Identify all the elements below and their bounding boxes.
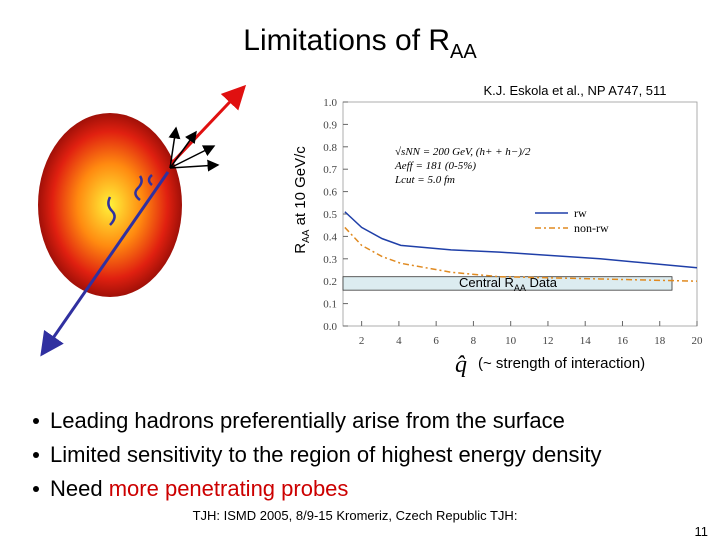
annotation: Lcut = 5.0 fm	[394, 174, 455, 186]
y-tick-label: 0.0	[323, 321, 337, 333]
footer: TJH: ISMD 2005, 8/9-15 Kromeriz, Czech R…	[193, 508, 518, 523]
citation: K.J. Eskola et al., NP A747, 511	[483, 83, 666, 98]
bullet-dot	[33, 418, 39, 424]
band-label: Central RAA Data	[459, 275, 558, 293]
slide-title: Limitations of RAA	[243, 24, 477, 63]
bullet-text: Need more penetrating probes	[50, 476, 348, 501]
plot: 0.0 0.1 0.2 0.3 0.4 0.5 0.6 0.7 0.8 0.9 1.0 2 4 6 8 10 1…	[323, 97, 703, 347]
x-tick-label: 12	[542, 335, 553, 347]
x-tick-label: 4	[396, 335, 402, 347]
x-tick-label: 6	[433, 335, 439, 347]
series-line	[344, 211, 698, 269]
bullet-dot	[33, 486, 39, 492]
bullet-run: Leading hadrons preferentially arise fro…	[50, 408, 565, 433]
bullet-text: Limited sensitivity to the region of hig…	[50, 442, 602, 467]
x-tick-label: 10	[505, 335, 517, 347]
legend-label: rw	[574, 206, 587, 220]
nucleus-sketch	[38, 84, 247, 357]
y-tick-label: 0.3	[323, 254, 337, 266]
annotation: √sNN = 200 GeV, (h+ + h−)/2	[395, 146, 531, 158]
bullet-run: Limited sensitivity to the region of hig…	[50, 442, 602, 467]
annotation: Aeff = 181 (0-5%)	[394, 160, 476, 172]
y-tick-label: 0.6	[323, 187, 337, 199]
page-number: 11	[695, 524, 709, 539]
band-label-part: Data	[526, 275, 558, 290]
y-tick-label: 1.0	[323, 97, 337, 109]
y-tick-label: 0.4	[323, 231, 337, 243]
bullets: Leading hadrons preferentially arise fro…	[33, 408, 602, 501]
y-tick-label: 0.2	[323, 276, 337, 288]
bullet-run: more penetrating probes	[109, 476, 349, 501]
y-tick-label: 0.8	[323, 142, 337, 154]
series-line	[344, 226, 698, 282]
y-tick-label: 0.7	[323, 164, 337, 176]
y-axis-label: RAA at 10 GeV/c	[292, 146, 312, 254]
band-label-part: Central R	[459, 275, 514, 290]
x-axis-symbol: q̂	[455, 352, 467, 378]
x-tick-label: 20	[692, 335, 704, 347]
bullet-text: Leading hadrons preferentially arise fro…	[50, 408, 565, 433]
bullet-run: Need	[50, 476, 109, 501]
legend-label: non-rw	[574, 221, 609, 235]
y-tick-label: 0.1	[323, 299, 337, 311]
band-label-part: AA	[514, 283, 526, 293]
x-tick-label: 16	[617, 335, 629, 347]
bullet-dot	[33, 452, 39, 458]
x-tick-label: 2	[359, 335, 365, 347]
x-tick-label: 14	[580, 335, 592, 347]
x-tick-label: 18	[654, 335, 666, 347]
y-tick-label: 0.9	[323, 119, 337, 131]
x-axis-label: (~ strength of interaction)	[478, 355, 645, 372]
data-band	[342, 276, 673, 291]
y-tick-label: 0.5	[323, 209, 337, 221]
x-tick-label: 8	[471, 335, 477, 347]
